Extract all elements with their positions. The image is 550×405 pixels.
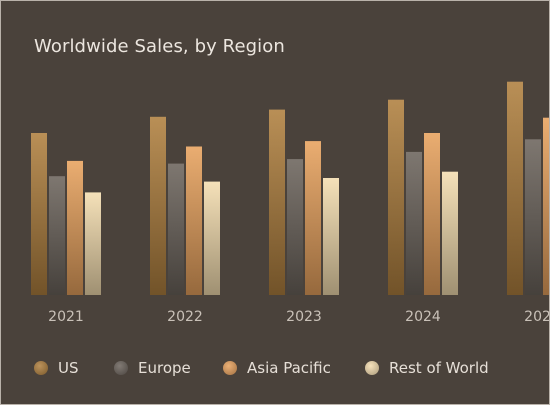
legend-item-asia-pacific[interactable]: Asia Pacific [223,353,331,383]
x-axis-tick-labels: 2021 2022 2023 2024 2025 [48,309,549,325]
x-tick-label-2021: 2021 [48,309,84,325]
bar-asia-pacific-2024[interactable] [424,133,440,295]
bar-rest-of-world-2023[interactable] [323,178,339,295]
bar-us-2024[interactable] [388,99,404,295]
legend-item-rest-of-world[interactable]: Rest of World [365,353,489,383]
bar-europe-2021[interactable] [49,176,65,295]
bar-europe-2025[interactable] [525,139,541,295]
legend-swatch-us [34,361,48,375]
bar-rest-of-world-2024[interactable] [442,171,458,295]
bar-rest-of-world-2021[interactable] [85,192,101,295]
legend-item-us[interactable]: US [34,353,79,383]
bar-europe-2022[interactable] [168,163,184,295]
legend-swatch-asia-pacific [223,361,237,375]
legend-label-europe: Europe [138,359,191,377]
x-tick-label-2024: 2024 [405,309,441,325]
legend-swatch-rest-of-world [365,361,379,375]
bar-rest-of-world-2022[interactable] [204,181,220,295]
bar-asia-pacific-2021[interactable] [67,160,83,295]
legend: US Europe Asia Pacific Rest of World [1,353,549,383]
legend-item-europe[interactable]: Europe [114,353,191,383]
legend-label-us: US [58,359,79,377]
bar-us-2022[interactable] [150,116,166,295]
bar-europe-2024[interactable] [406,151,422,295]
bar-us-2021[interactable] [31,133,47,295]
bars-layer [31,81,549,296]
bar-us-2025[interactable] [507,81,523,295]
bar-asia-pacific-2025[interactable] [543,117,549,295]
x-tick-label-2022: 2022 [167,309,203,325]
legend-label-asia-pacific: Asia Pacific [247,359,331,377]
bar-europe-2023[interactable] [287,159,303,295]
bar-asia-pacific-2022[interactable] [186,146,202,296]
chart-title: Worldwide Sales, by Region [34,36,285,57]
legend-swatch-europe [114,361,128,375]
x-tick-label-2023: 2023 [286,309,322,325]
legend-label-rest-of-world: Rest of World [389,359,489,377]
bar-us-2023[interactable] [269,109,285,295]
bar-asia-pacific-2023[interactable] [305,141,321,295]
x-tick-label-2025: 2025 [524,309,549,325]
